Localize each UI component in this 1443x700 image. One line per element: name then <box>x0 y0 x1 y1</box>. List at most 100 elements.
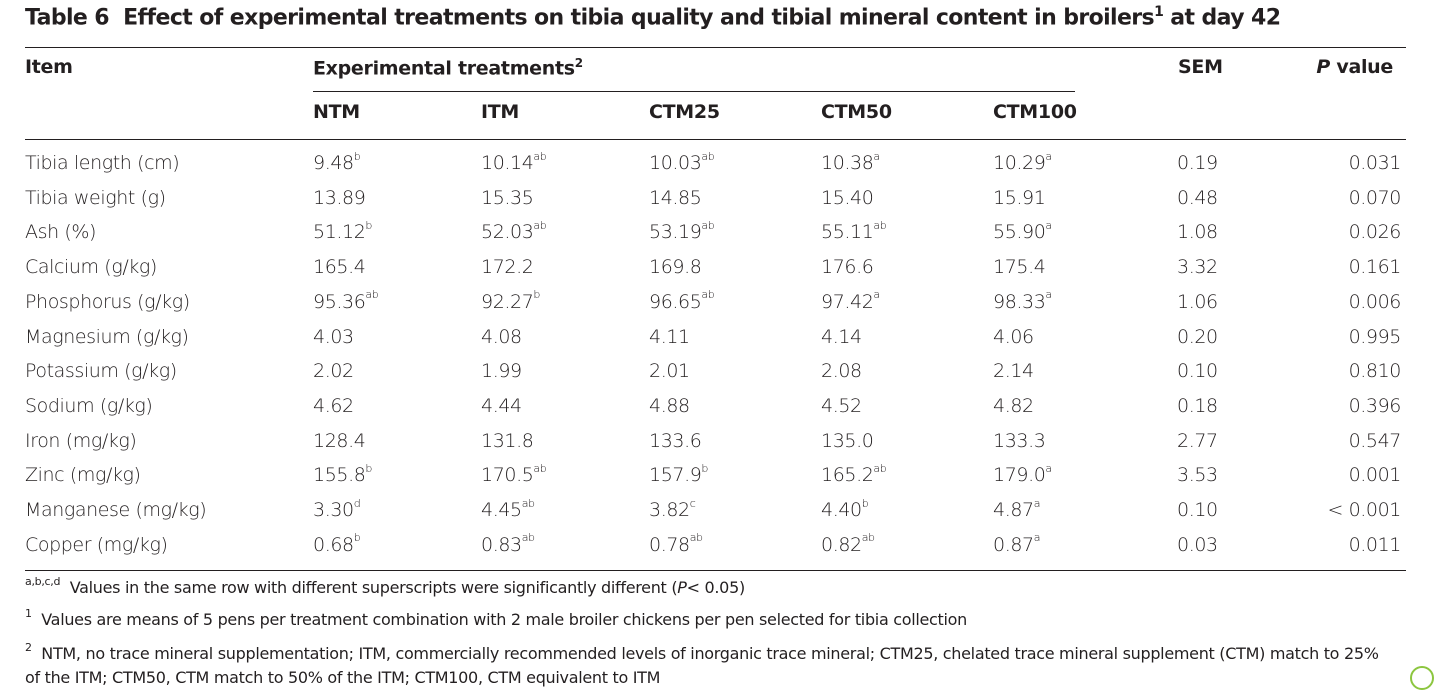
cell-superscript: ab <box>521 531 535 545</box>
top-rule <box>25 47 1406 48</box>
cell-value: 1.99 <box>481 360 522 383</box>
cell-value: 131.8 <box>481 429 534 452</box>
sem-cell: 3.32 <box>1177 256 1218 279</box>
footnote-1-text: Values are means of 5 pens per treatment… <box>41 610 967 629</box>
cell-value: 155.8 <box>313 464 366 487</box>
row-item-label: Magnesium (g/kg) <box>25 325 189 348</box>
bottom-rule <box>25 570 1406 571</box>
table-cell: 97.42a <box>821 289 880 312</box>
table-cell: 15.40 <box>821 187 874 209</box>
table-cell: 15.35 <box>481 186 534 209</box>
row-item-label: Potassium (g/kg) <box>25 360 177 383</box>
header-experimental-treatments: Experimental treatments2 <box>313 56 583 79</box>
cell-value: 165.2 <box>821 464 874 487</box>
cell-value: 15.35 <box>481 186 534 209</box>
p-value-cell: 0.026 <box>1348 221 1402 244</box>
sem-cell: 1.06 <box>1177 290 1218 313</box>
header-item: Item <box>25 56 73 78</box>
footnote-2-text: NTM, no trace mineral supplementation; I… <box>25 644 1379 687</box>
row-item-label: Sodium (g/kg) <box>25 394 153 417</box>
p-value-cell: 0.810 <box>1348 360 1402 383</box>
cell-superscript: ab <box>533 461 547 475</box>
cell-superscript: b <box>353 531 361 545</box>
header-sem: SEM <box>1178 56 1223 78</box>
cell-superscript: ab <box>533 219 547 233</box>
cell-value: 169.8 <box>649 256 702 279</box>
table-cell: 155.8b <box>313 461 372 487</box>
sem-cell: 2.77 <box>1177 429 1218 452</box>
table-cell: 133.3 <box>993 430 1046 452</box>
table-cell: 135.0 <box>821 430 874 452</box>
cell-value: 4.62 <box>313 394 354 417</box>
cell-superscript: c <box>689 496 696 510</box>
cell-superscript: b <box>861 496 869 510</box>
table-cell: 176.6 <box>821 256 874 279</box>
table-cell: 4.45ab <box>481 498 535 521</box>
cell-value: 55.90 <box>993 221 1046 244</box>
cell-superscript: ab <box>701 149 715 163</box>
cell-value: 0.83 <box>481 533 522 556</box>
cell-value: 2.01 <box>649 360 690 383</box>
cell-superscript: d <box>353 496 361 510</box>
sem-cell: 0.10 <box>1177 499 1218 521</box>
cell-value: 4.03 <box>313 325 354 348</box>
table-cell: 131.8 <box>481 429 534 452</box>
cell-superscript: ab <box>873 461 887 475</box>
footnote-2-marker: 2 <box>25 640 32 654</box>
cell-superscript: a <box>873 149 880 163</box>
table-cell: 157.9b <box>649 463 708 487</box>
table-cell: 0.87a <box>993 532 1040 556</box>
cell-superscript: b <box>365 461 372 475</box>
table-title: Table 6 Effect of experimental treatment… <box>25 4 1281 30</box>
row-item-label: Tibia length (cm) <box>25 152 180 174</box>
row-item-label: Calcium (g/kg) <box>25 256 157 279</box>
cell-superscript: b <box>533 288 540 302</box>
cell-superscript: b <box>353 149 361 163</box>
cell-superscript: ab <box>365 288 379 302</box>
row-item-label: Ash (%) <box>25 221 97 244</box>
cell-value: 4.52 <box>821 394 862 417</box>
cell-value: 157.9 <box>649 464 702 487</box>
cell-value: 4.82 <box>993 394 1034 417</box>
table-cell: 4.14 <box>821 326 862 348</box>
table-cell: 53.19ab <box>649 220 715 243</box>
cell-value: 175.4 <box>993 256 1046 279</box>
footnote-1: 1 Values are means of 5 pens per treatme… <box>25 608 967 629</box>
row-item-label: Phosphorus (g/kg) <box>25 290 190 313</box>
cell-value: 176.6 <box>821 256 874 279</box>
table-cell: 4.03 <box>313 326 354 348</box>
p-value-cell: 0.547 <box>1348 429 1402 452</box>
sem-cell: 0.03 <box>1177 533 1218 556</box>
cell-superscript: ab <box>533 149 547 163</box>
table-cell: 15.91 <box>993 187 1046 209</box>
row-item-label: Zinc (mg/kg) <box>25 464 141 487</box>
sem-cell: 3.53 <box>1177 464 1218 487</box>
cell-value: 96.65 <box>649 290 702 313</box>
p-value-cell: 0.995 <box>1348 325 1402 348</box>
table-cell: 0.82ab <box>821 531 875 555</box>
cell-superscript: a <box>1045 288 1052 302</box>
table-cell: 98.33a <box>993 288 1052 312</box>
p-value-cell: 0.396 <box>1348 394 1402 417</box>
cell-superscript: ab <box>701 288 715 302</box>
cell-value: 165.4 <box>313 256 366 279</box>
footnote-2: 2 NTM, no trace mineral supplementation;… <box>25 642 1385 690</box>
table-cell: 92.27b <box>481 288 540 312</box>
cell-value: 10.29 <box>993 152 1046 174</box>
cell-value: 2.02 <box>313 360 354 383</box>
sem-cell: 1.08 <box>1177 221 1218 244</box>
sem-cell: 0.18 <box>1177 394 1218 417</box>
cell-superscript: ab <box>861 531 875 545</box>
cell-superscript: a <box>1045 219 1052 233</box>
footnote-significance: a,b,c,d Values in the same row with diff… <box>25 576 745 597</box>
cell-value: 0.87 <box>993 533 1034 556</box>
row-item-label: Manganese (mg/kg) <box>25 499 207 521</box>
table-cell: 4.44 <box>481 395 522 417</box>
cell-value: 133.6 <box>649 429 702 452</box>
row-item-label: Copper (mg/kg) <box>25 533 168 556</box>
header-bottom-rule <box>25 139 1406 140</box>
p-value-cell: 0.011 <box>1348 533 1402 556</box>
crossmark-icon[interactable] <box>1410 666 1434 690</box>
table-cell: 10.03ab <box>649 149 715 174</box>
sem-cell: 0.19 <box>1177 152 1218 174</box>
